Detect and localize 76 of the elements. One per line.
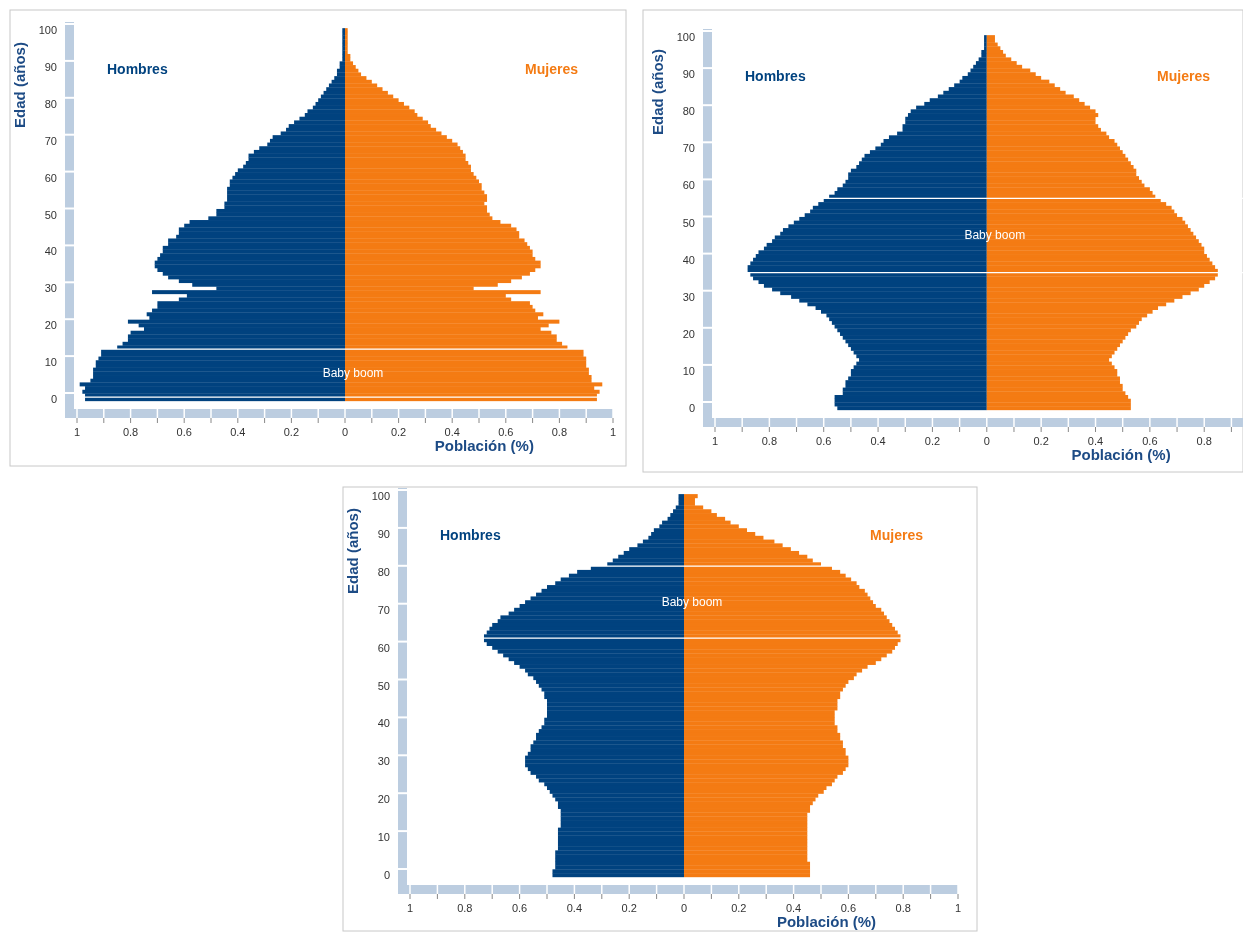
y-tick-label: 80 xyxy=(44,97,57,110)
text: Mujeres xyxy=(525,61,579,77)
y-tick-label: 80 xyxy=(682,105,695,118)
text: Hombres xyxy=(440,527,501,543)
x-tick-label: 1 xyxy=(406,902,414,914)
x-tick-label: 0.8 xyxy=(457,902,473,914)
y-tick-label: 40 xyxy=(44,245,57,258)
y-tick-label: 30 xyxy=(44,282,57,295)
y-tick-label: 50 xyxy=(44,208,57,221)
y-tick-label: 80 xyxy=(377,565,390,578)
y-axis-title: Edad (años) xyxy=(649,49,666,135)
x-tick-label: 0.6 xyxy=(511,902,528,914)
x-tick-label: 0.6 xyxy=(498,426,514,438)
text: Mujeres xyxy=(1157,68,1211,84)
x-axis-title: Población (%) xyxy=(1071,446,1171,463)
y-tick-label: 50 xyxy=(682,216,695,229)
x-tick-label: 0.4 xyxy=(1087,435,1104,447)
x-tick-label: 0.8 xyxy=(551,426,568,438)
x-axis-title: Población (%) xyxy=(434,437,534,454)
text: Hombres xyxy=(745,68,806,84)
x-tick-label: 1 xyxy=(954,902,962,914)
x-tick-label: 0 xyxy=(341,426,349,438)
x-tick-label: 0.4 xyxy=(566,902,583,914)
x-tick-label: 0.6 xyxy=(176,426,192,438)
x-tick-label: 1 xyxy=(711,435,719,447)
x-tick-label: 0.2 xyxy=(1033,435,1049,447)
y-axis-title: Edad (años) xyxy=(344,508,361,594)
y-tick-label: 0 xyxy=(383,869,390,881)
y-tick-label: 10 xyxy=(682,364,695,377)
y-tick-label: 70 xyxy=(44,134,57,147)
x-tick-label: 0.8 xyxy=(1196,435,1212,447)
x-tick-label: 0.4 xyxy=(230,426,246,438)
x-tick-label: 1 xyxy=(73,426,81,438)
x-tick-label: 0.8 xyxy=(895,902,911,914)
y-tick-label: 40 xyxy=(377,717,390,730)
y-tick-label: 20 xyxy=(682,327,695,340)
y-tick-label: 20 xyxy=(377,793,390,806)
y-tick-label: 100 xyxy=(676,31,695,43)
y-tick-label: 40 xyxy=(682,253,695,266)
x-axis-title: Población (%) xyxy=(776,913,877,930)
x-tick-label: 0.2 xyxy=(621,902,637,914)
x-tick-label: 0.6 xyxy=(1142,435,1158,447)
x-tick-label: 0.8 xyxy=(122,426,139,438)
x-tick-label: 0.2 xyxy=(390,426,407,438)
y-tick-label: 100 xyxy=(38,24,57,36)
x-tick-label: 0.2 xyxy=(283,426,300,438)
y-tick-label: 70 xyxy=(682,142,695,155)
x-tick-label: 0.2 xyxy=(924,435,941,447)
y-tick-label: 100 xyxy=(371,490,390,502)
y-tick-label: 50 xyxy=(377,679,390,692)
y-tick-label: 20 xyxy=(44,319,57,332)
y-tick-label: 60 xyxy=(44,171,57,184)
x-tick-label: 0.2 xyxy=(731,902,747,914)
text: Hombres xyxy=(107,61,168,77)
y-tick-label: 60 xyxy=(682,179,695,192)
y-axis-title: Edad (años) xyxy=(11,42,28,128)
y-tick-label: 90 xyxy=(682,68,695,81)
x-tick-label: 0.8 xyxy=(761,435,778,447)
x-tick-label: 0.6 xyxy=(816,435,832,447)
text: Mujeres xyxy=(870,527,924,543)
y-tick-label: 60 xyxy=(377,641,390,654)
x-tick-label: 0.4 xyxy=(785,902,802,914)
x-tick-label: 0.4 xyxy=(444,426,460,438)
y-tick-label: 0 xyxy=(50,393,57,405)
y-tick-label: 90 xyxy=(44,60,57,73)
x-tick-label: 1 xyxy=(609,426,617,438)
y-tick-label: 70 xyxy=(377,603,390,616)
y-tick-label: 90 xyxy=(377,527,390,540)
x-tick-label: 0.6 xyxy=(840,902,857,914)
x-tick-label: 0.4 xyxy=(870,435,886,447)
y-tick-label: 10 xyxy=(44,356,57,369)
x-tick-label: 0 xyxy=(983,435,990,447)
y-tick-label: 0 xyxy=(688,402,695,414)
y-tick-label: 30 xyxy=(377,755,390,768)
y-tick-label: 10 xyxy=(377,831,390,844)
y-tick-label: 30 xyxy=(682,290,695,303)
